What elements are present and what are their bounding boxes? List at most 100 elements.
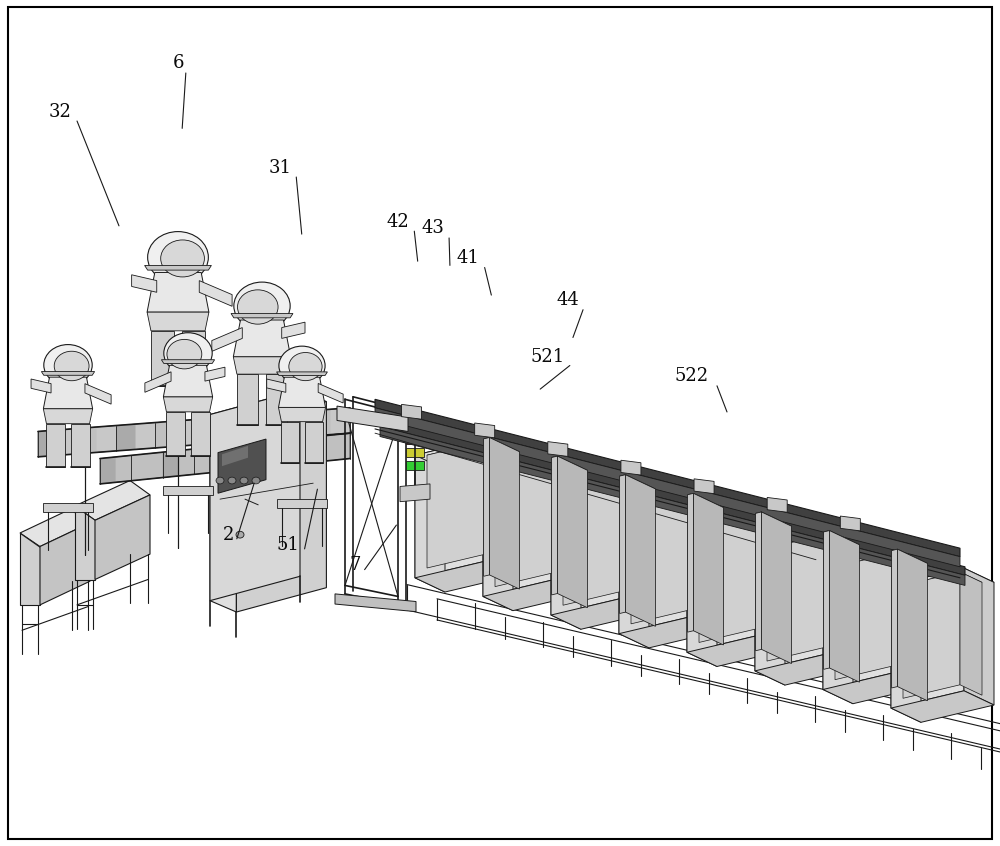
Polygon shape <box>75 481 150 520</box>
Polygon shape <box>267 379 286 393</box>
Polygon shape <box>205 367 225 381</box>
Polygon shape <box>163 486 213 495</box>
Polygon shape <box>551 492 581 629</box>
Polygon shape <box>557 456 587 607</box>
Polygon shape <box>337 406 408 431</box>
Polygon shape <box>415 561 518 592</box>
Polygon shape <box>46 424 65 467</box>
Text: 42: 42 <box>387 212 409 231</box>
Text: 44: 44 <box>557 291 579 310</box>
Polygon shape <box>552 456 587 472</box>
Circle shape <box>238 290 278 324</box>
Polygon shape <box>116 424 136 451</box>
Polygon shape <box>556 457 586 593</box>
Polygon shape <box>194 448 209 475</box>
Polygon shape <box>288 438 303 465</box>
Polygon shape <box>823 567 853 704</box>
Polygon shape <box>100 433 350 484</box>
Polygon shape <box>688 497 710 621</box>
Polygon shape <box>210 415 236 612</box>
Polygon shape <box>281 421 299 464</box>
Polygon shape <box>40 523 90 605</box>
Polygon shape <box>237 374 258 425</box>
Polygon shape <box>687 513 760 652</box>
Polygon shape <box>483 580 586 611</box>
Polygon shape <box>415 455 445 592</box>
Polygon shape <box>687 513 790 544</box>
Polygon shape <box>619 617 722 648</box>
Polygon shape <box>145 266 211 270</box>
Polygon shape <box>38 430 57 457</box>
Polygon shape <box>406 448 424 457</box>
Polygon shape <box>824 530 829 669</box>
Polygon shape <box>484 437 489 576</box>
Polygon shape <box>194 418 214 445</box>
Polygon shape <box>625 475 655 626</box>
Polygon shape <box>318 383 343 403</box>
Polygon shape <box>892 549 927 565</box>
Circle shape <box>236 531 244 538</box>
Polygon shape <box>483 474 513 611</box>
Polygon shape <box>767 497 787 512</box>
Polygon shape <box>427 442 506 465</box>
Polygon shape <box>548 442 568 457</box>
Polygon shape <box>483 457 556 596</box>
Polygon shape <box>212 327 242 351</box>
Text: 51: 51 <box>277 536 299 554</box>
Polygon shape <box>823 550 896 689</box>
Polygon shape <box>199 281 232 306</box>
Polygon shape <box>897 549 927 700</box>
Polygon shape <box>162 451 178 477</box>
Polygon shape <box>233 320 291 357</box>
Polygon shape <box>551 598 654 629</box>
Text: 31: 31 <box>268 158 292 177</box>
Text: 32: 32 <box>49 102 71 121</box>
Polygon shape <box>131 453 147 481</box>
Polygon shape <box>835 553 914 577</box>
Polygon shape <box>484 442 506 565</box>
Polygon shape <box>277 499 327 508</box>
Polygon shape <box>475 423 495 438</box>
Polygon shape <box>767 535 846 558</box>
Polygon shape <box>840 516 860 531</box>
Polygon shape <box>755 531 858 563</box>
Polygon shape <box>964 569 994 705</box>
Polygon shape <box>756 512 761 651</box>
Polygon shape <box>483 457 586 488</box>
Polygon shape <box>166 412 185 455</box>
Polygon shape <box>256 441 272 468</box>
Polygon shape <box>400 484 430 502</box>
Polygon shape <box>427 442 484 568</box>
Polygon shape <box>85 384 111 404</box>
Polygon shape <box>756 516 778 640</box>
Polygon shape <box>161 360 215 364</box>
Polygon shape <box>620 475 625 613</box>
Polygon shape <box>20 533 40 605</box>
Polygon shape <box>31 379 51 393</box>
Polygon shape <box>892 549 897 688</box>
Polygon shape <box>620 475 655 491</box>
Polygon shape <box>100 457 116 484</box>
Polygon shape <box>699 516 778 540</box>
Polygon shape <box>563 479 642 503</box>
Polygon shape <box>277 372 327 376</box>
Polygon shape <box>823 673 926 704</box>
Polygon shape <box>760 513 790 649</box>
Polygon shape <box>380 418 965 575</box>
Polygon shape <box>551 475 654 507</box>
Polygon shape <box>631 497 710 521</box>
Circle shape <box>234 282 290 330</box>
Polygon shape <box>163 365 213 397</box>
Text: 2: 2 <box>222 525 234 544</box>
Polygon shape <box>489 437 519 589</box>
Polygon shape <box>222 446 248 466</box>
Polygon shape <box>311 409 330 437</box>
Polygon shape <box>20 509 90 547</box>
Polygon shape <box>225 444 241 471</box>
Polygon shape <box>145 372 171 393</box>
Polygon shape <box>278 377 326 408</box>
Polygon shape <box>38 408 350 457</box>
Polygon shape <box>619 511 649 648</box>
Text: 41: 41 <box>457 249 479 267</box>
Polygon shape <box>147 272 209 312</box>
